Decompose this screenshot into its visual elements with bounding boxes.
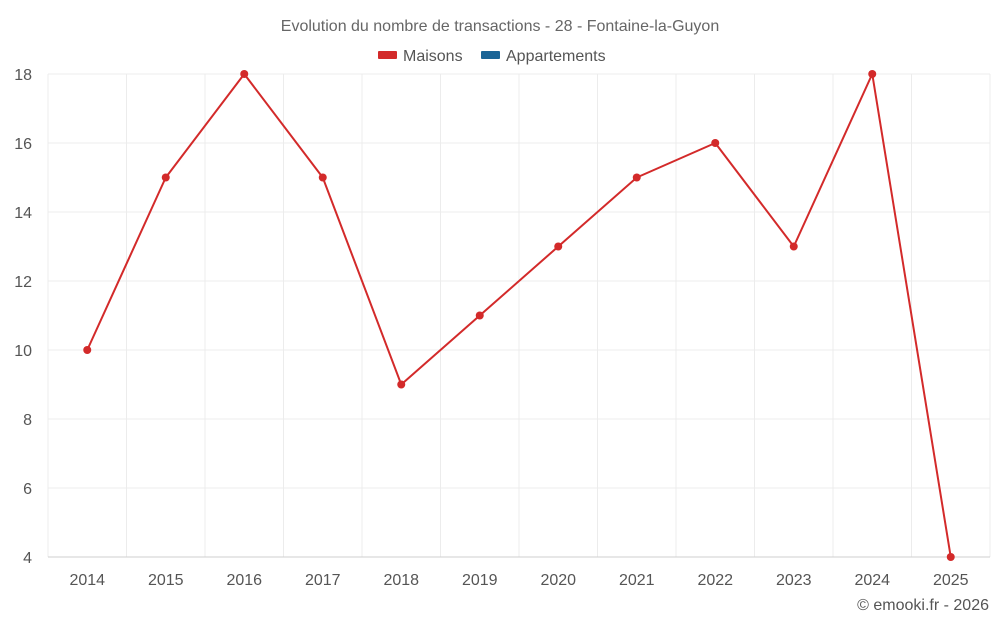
data-point[interactable] [161, 173, 170, 182]
data-point[interactable] [83, 346, 92, 354]
x-tick-label: 2018 [383, 572, 419, 589]
legend-label-maisons: Maisons [403, 48, 463, 65]
series-line-maisons [86, 73, 952, 558]
data-point[interactable] [475, 311, 484, 320]
legend-swatch-maisons [378, 51, 397, 59]
x-axis-ticks: 2014 2015 2016 2017 2018 2019 2020 2021 2022 2023… [69, 572, 968, 589]
data-point[interactable] [868, 70, 877, 78]
y-tick-label: 12 [14, 274, 32, 291]
y-tick-label: 14 [14, 205, 32, 222]
x-tick-label: 2019 [462, 572, 498, 589]
x-gridlines [47, 74, 991, 557]
y-tick-label: 16 [14, 136, 32, 153]
x-tick-label: 2025 [933, 572, 969, 589]
data-point[interactable] [554, 242, 563, 251]
x-tick-label: 2016 [226, 572, 262, 589]
y-tick-label: 4 [23, 550, 32, 567]
x-tick-label: 2015 [148, 572, 184, 589]
x-tick-label: 2020 [540, 572, 576, 589]
legend-swatch-appartements [481, 51, 500, 59]
x-tick-label: 2022 [697, 572, 733, 589]
credit-text: © emooki.fr - 2026 [857, 597, 989, 614]
y-axis-ticks: 4 6 8 10 12 14 16 18 [14, 67, 32, 567]
data-point[interactable] [397, 380, 406, 389]
x-tick-label: 2021 [619, 572, 655, 589]
series-layer [83, 70, 955, 561]
data-point[interactable] [789, 242, 798, 251]
y-tick-label: 8 [23, 412, 32, 429]
legend-item-maisons[interactable]: Maisons [378, 48, 463, 65]
chart-title: Evolution du nombre de transactions - 28… [281, 18, 719, 35]
x-tick-label: 2017 [305, 572, 341, 589]
x-tick-label: 2024 [854, 572, 890, 589]
data-point[interactable] [318, 173, 327, 182]
y-tick-label: 6 [23, 481, 32, 498]
legend: Maisons Appartements [378, 48, 606, 65]
data-point[interactable] [711, 139, 720, 147]
data-point[interactable] [946, 553, 955, 561]
x-tick-label: 2014 [69, 572, 105, 589]
x-tick-label: 2023 [776, 572, 812, 589]
data-point[interactable] [240, 70, 249, 78]
data-point[interactable] [632, 173, 641, 182]
y-tick-label: 10 [14, 343, 32, 360]
legend-label-appartements: Appartements [506, 48, 606, 65]
y-tick-label: 18 [14, 67, 32, 84]
legend-item-appartements[interactable]: Appartements [481, 48, 606, 65]
